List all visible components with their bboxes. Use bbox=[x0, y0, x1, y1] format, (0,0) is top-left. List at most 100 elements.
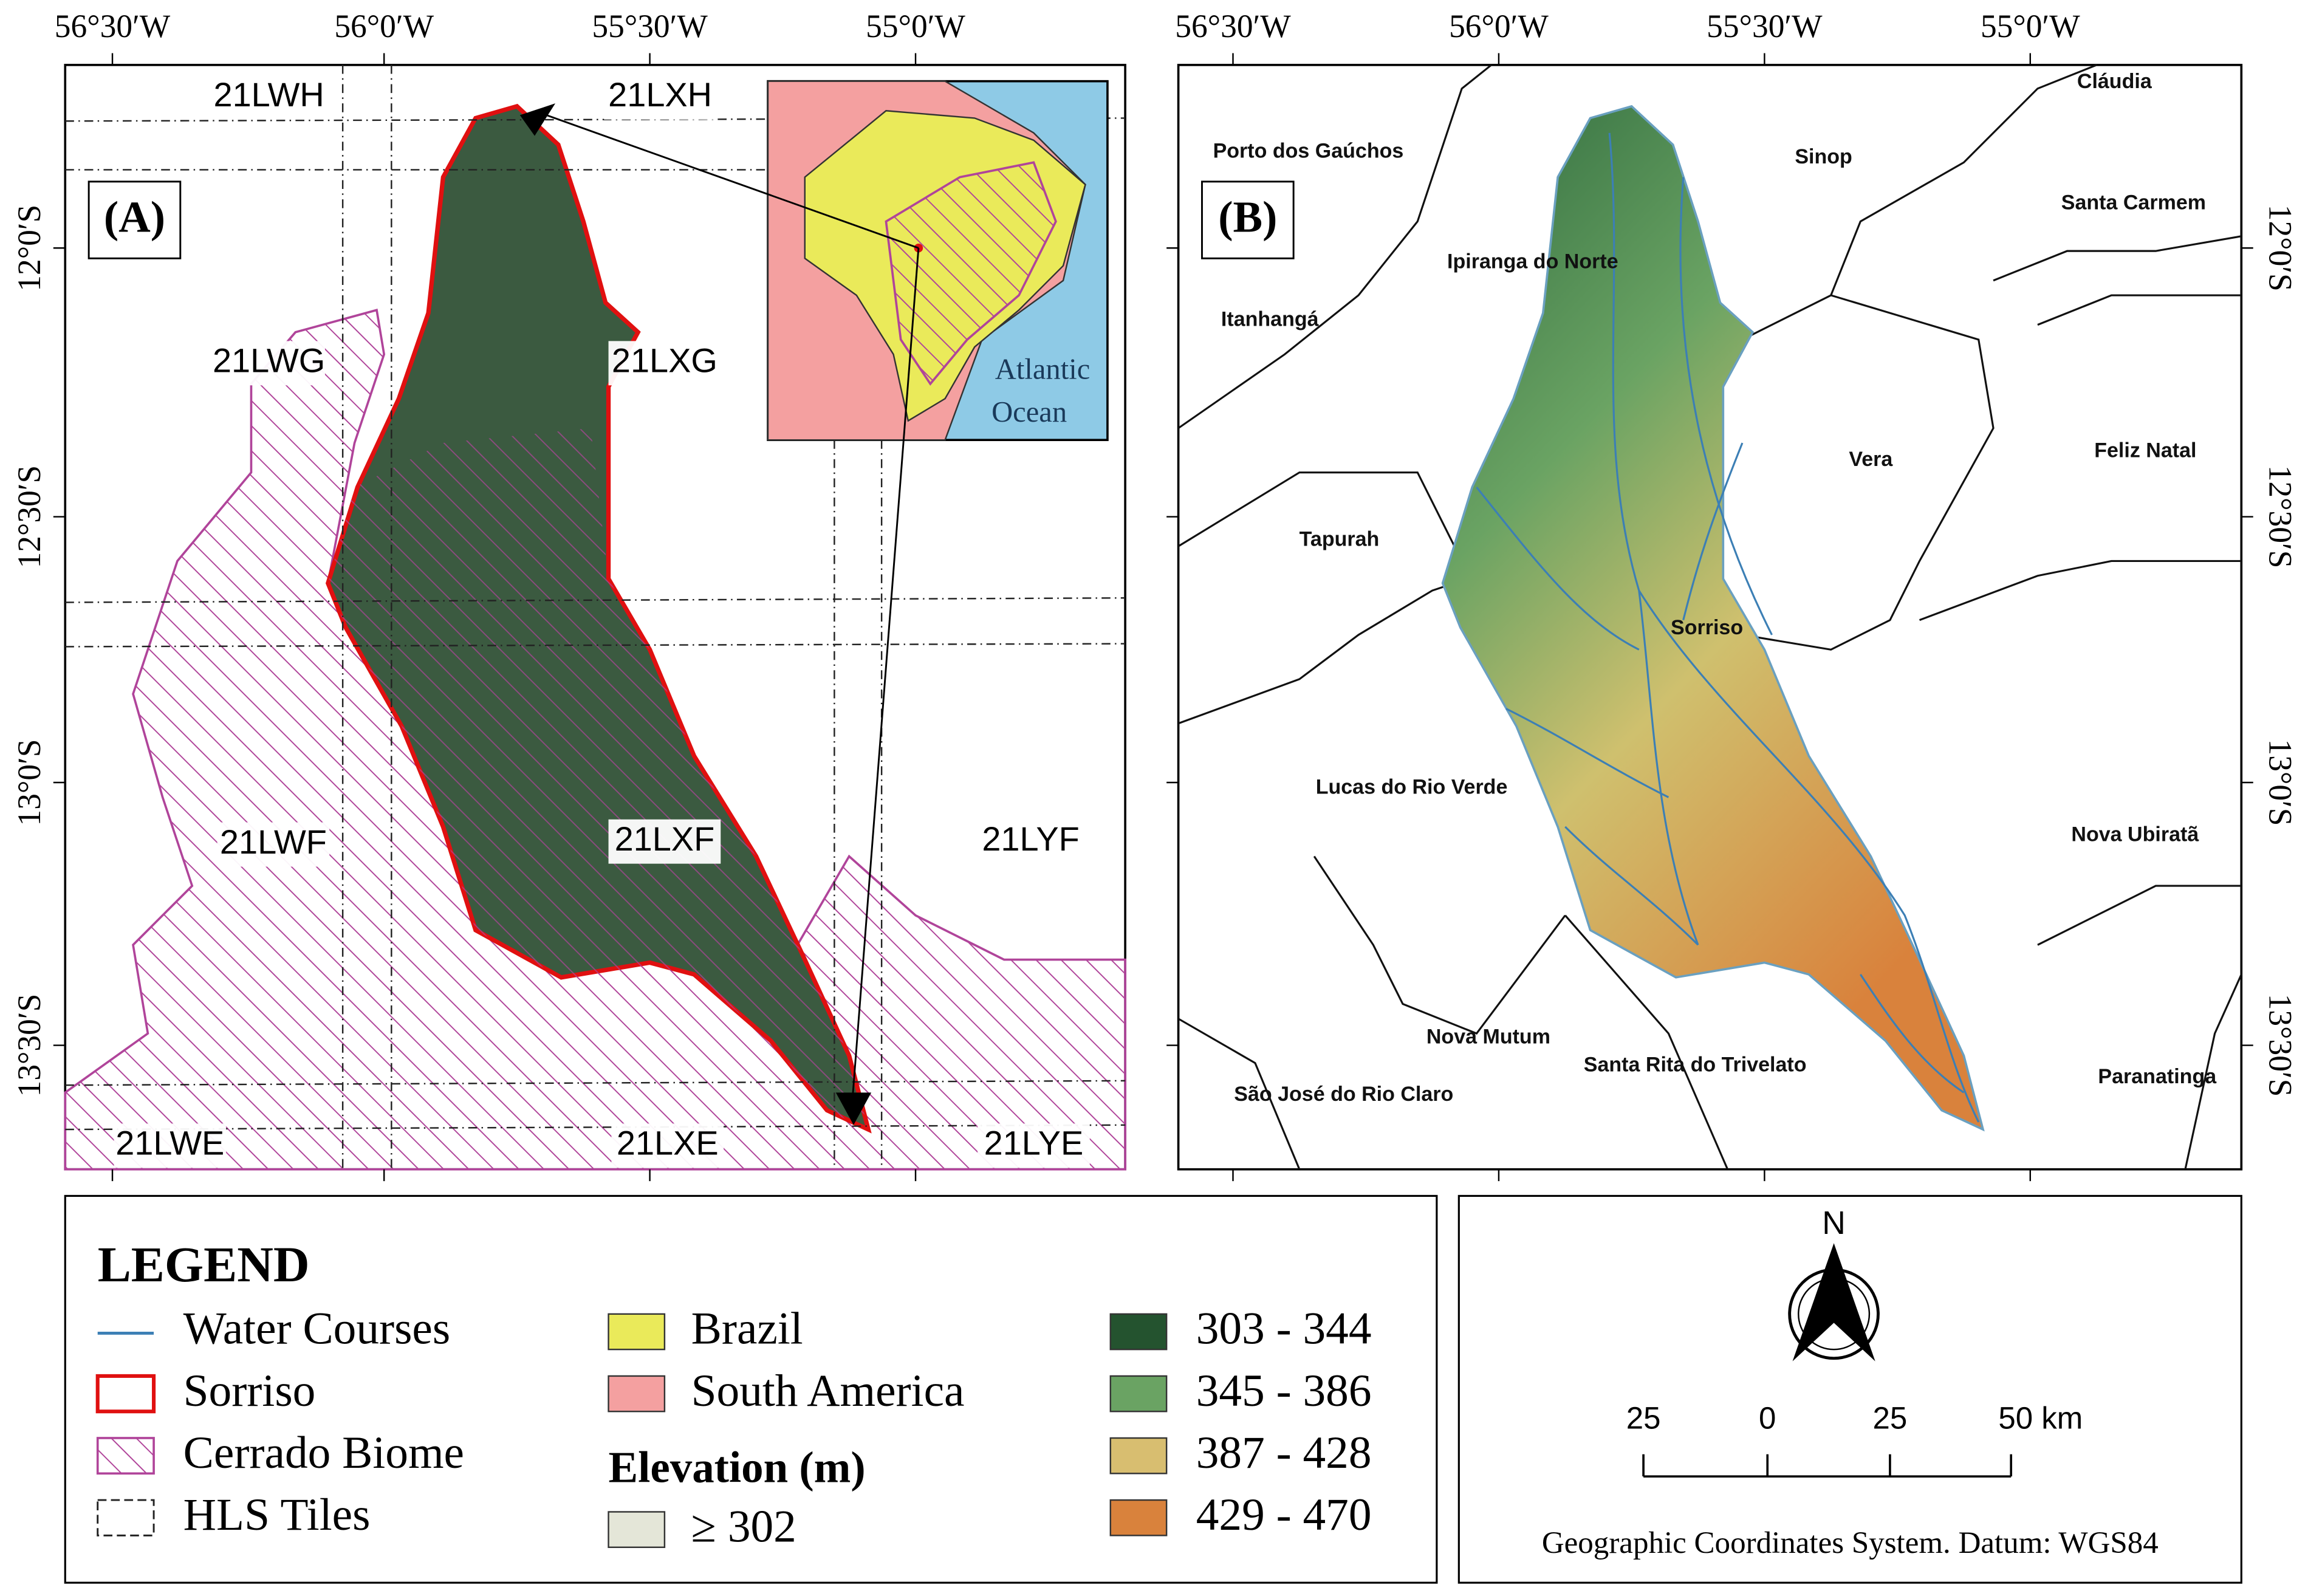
x-tick-label: 56°30′W bbox=[55, 8, 171, 44]
municipality-label: São José do Rio Claro bbox=[1234, 1083, 1453, 1106]
municipality-label: Itanhangá bbox=[1221, 307, 1319, 331]
y-tick-label: 13°0′S bbox=[11, 739, 47, 826]
legend-label: 429 - 470 bbox=[1196, 1490, 1372, 1540]
legend: LEGEND Elevation (m) bbox=[64, 1194, 1438, 1584]
tile-label: 21LWG bbox=[213, 341, 325, 380]
municipality-label: Vera bbox=[1849, 448, 1893, 471]
legend-swatch bbox=[96, 1437, 155, 1475]
municipality-label: Sorriso bbox=[1671, 616, 1743, 639]
panel-a: (A) bbox=[64, 64, 1126, 1171]
municipality-label: Santa Carmem bbox=[2061, 191, 2206, 214]
tile-label-box bbox=[114, 1123, 227, 1168]
inset-label: Ocean bbox=[991, 396, 1067, 428]
inset-label: Atlantic bbox=[995, 353, 1091, 386]
scale-label: 50 km bbox=[1998, 1400, 2083, 1435]
scale-frame bbox=[1457, 1194, 2242, 1584]
scale-label: 25 bbox=[1626, 1400, 1661, 1435]
tile-label: 21LWF bbox=[220, 823, 327, 861]
panel-label: (B) bbox=[1218, 192, 1277, 241]
tile-label: 21LXE bbox=[617, 1124, 719, 1162]
legend-swatch bbox=[1109, 1375, 1168, 1413]
municipality-label: Cláudia bbox=[2077, 70, 2152, 93]
tile-label-box bbox=[608, 819, 721, 864]
legend-label: Cerrado Biome bbox=[183, 1428, 464, 1478]
y-tick-label: 12°30′S bbox=[11, 465, 47, 569]
municipality-label: Lucas do Rio Verde bbox=[1316, 776, 1508, 799]
panel-b: (B) bbox=[1177, 64, 2243, 1171]
panel-label-box bbox=[87, 180, 182, 259]
scale-label: 25 bbox=[1873, 1400, 1908, 1435]
legend-subtitle: Elevation (m) bbox=[609, 1443, 866, 1492]
legend-label: HLS Tiles bbox=[183, 1490, 371, 1540]
x-tick-label: 55°30′W bbox=[1707, 8, 1823, 44]
tile-label: 21LXH bbox=[608, 75, 712, 114]
municipality-label: Santa Rita do Trivelato bbox=[1584, 1053, 1807, 1077]
legend-label: 387 - 428 bbox=[1196, 1428, 1372, 1478]
municipality-label: Nova Mutum bbox=[1426, 1025, 1550, 1048]
y-tick-label: 12°0′S bbox=[11, 205, 47, 292]
scale-panel: N Geographic Coordinates System. Datum: … bbox=[1457, 1194, 2242, 1584]
scale-label: 0 bbox=[1759, 1400, 1776, 1435]
y-tick-label: 13°30′S bbox=[11, 994, 47, 1097]
tile-label: 21LWH bbox=[214, 75, 324, 114]
municipality-label: Ipiranga do Norte bbox=[1447, 250, 1618, 273]
tile-label: 21LWE bbox=[115, 1124, 224, 1162]
legend-swatch bbox=[608, 1313, 666, 1351]
tile-label-box bbox=[213, 75, 325, 120]
legend-label: ≥ 302 bbox=[691, 1501, 796, 1552]
tile-label-box bbox=[217, 822, 330, 867]
legend-label: 303 - 344 bbox=[1196, 1304, 1372, 1354]
legend-swatch bbox=[1109, 1437, 1168, 1474]
callout-line bbox=[851, 248, 920, 1105]
tile-label-box bbox=[604, 75, 716, 120]
legend-frame bbox=[64, 1194, 1438, 1584]
tile-label: 21LYE bbox=[984, 1124, 1084, 1162]
crs-note: Geographic Coordinates System. Datum: WG… bbox=[1542, 1526, 2159, 1560]
legend-title: LEGEND bbox=[98, 1236, 310, 1292]
callout-arrow bbox=[519, 103, 556, 136]
y-tick-label: 12°30′S bbox=[2262, 465, 2298, 569]
municipality-label: Paranatinga bbox=[2098, 1065, 2217, 1088]
legend-swatch bbox=[608, 1511, 666, 1549]
panel-label: (A) bbox=[104, 192, 165, 241]
x-tick-label: 56°0′W bbox=[1449, 8, 1549, 44]
north-arrow bbox=[1792, 1243, 1875, 1361]
callout-line bbox=[546, 114, 919, 249]
water-courses bbox=[1476, 132, 1980, 1123]
x-tick-label: 56°30′W bbox=[1175, 8, 1291, 44]
x-tick-label: 55°0′W bbox=[1981, 8, 2080, 44]
legend-label: Brazil bbox=[691, 1304, 803, 1354]
municipal-boundaries bbox=[1177, 64, 2242, 1170]
legend-swatch bbox=[97, 1499, 155, 1536]
legend-swatch bbox=[1109, 1313, 1168, 1351]
y-tick-label: 12°0′S bbox=[2262, 205, 2298, 292]
tile-label: 21LXF bbox=[615, 820, 715, 858]
municipality-label: Tapurah bbox=[1300, 527, 1380, 550]
municipality-label: Porto dos Gaúchos bbox=[1213, 139, 1404, 162]
hls-tiles bbox=[65, 64, 1126, 1170]
legend-label: 345 - 386 bbox=[1196, 1366, 1372, 1416]
legend-label: South America bbox=[691, 1366, 965, 1416]
tile-label-box bbox=[974, 819, 1087, 864]
legend-swatch bbox=[1109, 1499, 1168, 1536]
tile-label-box bbox=[608, 341, 721, 386]
x-tick-label: 56°0′W bbox=[334, 8, 434, 44]
y-tick-label: 13°30′S bbox=[2262, 994, 2298, 1097]
tile-label-box bbox=[611, 1123, 724, 1168]
tile-label-box bbox=[213, 341, 325, 386]
callout-arrow bbox=[835, 1092, 872, 1125]
cerrado-overlap bbox=[327, 428, 869, 1130]
legend-swatch bbox=[95, 1374, 156, 1414]
municipality-label: Feliz Natal bbox=[2094, 439, 2196, 462]
panel-label-box bbox=[1201, 180, 1295, 259]
legend-swatch bbox=[608, 1375, 666, 1413]
x-tick-label: 55°30′W bbox=[592, 8, 708, 44]
tile-label: 21LYF bbox=[982, 820, 1079, 858]
y-tick-label: 13°0′S bbox=[2262, 739, 2298, 826]
legend-label: Sorriso bbox=[183, 1366, 316, 1416]
municipality-label: Sinop bbox=[1795, 145, 1852, 168]
x-tick-label: 55°0′W bbox=[866, 8, 965, 44]
north-label: N bbox=[1822, 1205, 1846, 1241]
